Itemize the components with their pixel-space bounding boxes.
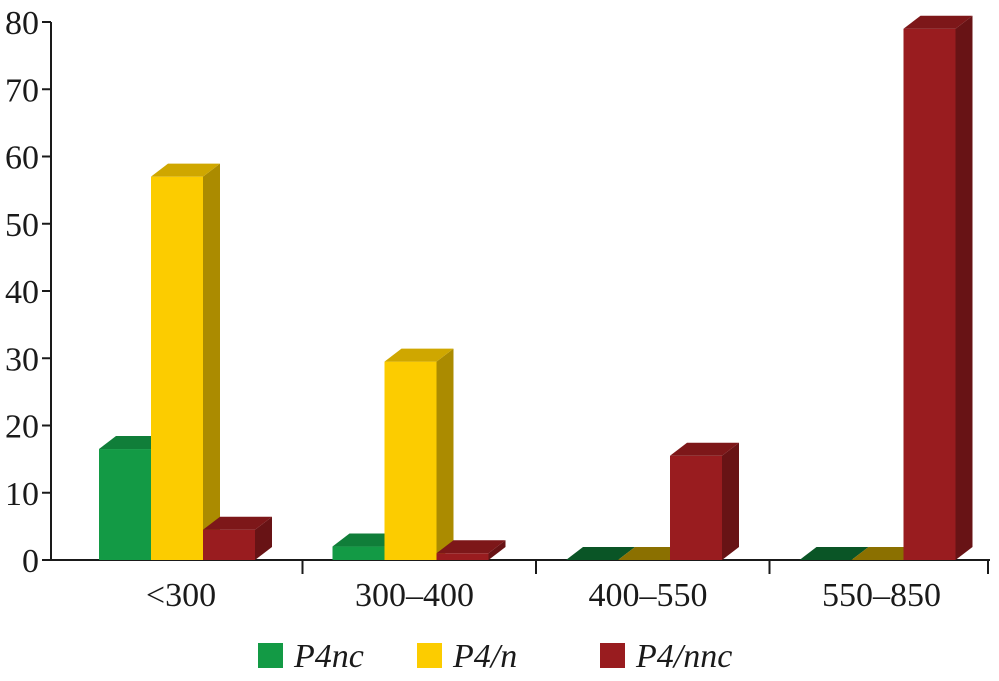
bar-top-face bbox=[99, 436, 168, 450]
bar bbox=[436, 540, 506, 560]
bar-front-face bbox=[670, 455, 722, 560]
x-axis: <300 300–400 400–550 550–850 bbox=[51, 559, 990, 614]
bar-side-face bbox=[436, 348, 454, 560]
bar-side-face bbox=[722, 442, 739, 560]
bar-top-face bbox=[903, 15, 973, 29]
bar bbox=[203, 516, 272, 560]
y-tick-label: 50 bbox=[5, 207, 39, 244]
legend-item: P4/n bbox=[417, 638, 517, 675]
bar bbox=[151, 163, 220, 561]
bar bbox=[618, 547, 687, 560]
bar-top-face bbox=[384, 348, 454, 362]
bar bbox=[566, 547, 635, 560]
bar-top-face bbox=[151, 163, 220, 177]
legend: P4nc P4/n P4/nnc bbox=[258, 638, 732, 675]
bar bbox=[903, 15, 973, 561]
bar-front-face bbox=[332, 546, 385, 560]
bar-side-face bbox=[488, 540, 506, 560]
legend-swatch bbox=[417, 643, 442, 668]
bar-top-face bbox=[670, 442, 739, 456]
legend-swatch bbox=[258, 643, 283, 668]
legend-item: P4/nnc bbox=[600, 638, 732, 675]
y-tick-label: 70 bbox=[5, 72, 39, 109]
bar-top-face bbox=[436, 540, 506, 554]
bar-top-face bbox=[203, 516, 272, 530]
bar-front-face bbox=[903, 28, 956, 561]
legend-swatch bbox=[600, 643, 625, 668]
y-tick-label: 0 bbox=[22, 543, 39, 580]
legend-label: P4nc bbox=[293, 638, 364, 675]
y-tick-label: 40 bbox=[5, 274, 39, 311]
legend-label: P4/nnc bbox=[635, 638, 732, 675]
x-category-label: 400–550 bbox=[589, 577, 708, 614]
bar-front-face bbox=[203, 529, 255, 560]
bar-top-face bbox=[851, 547, 921, 560]
bar-front-face bbox=[436, 553, 489, 560]
x-category-label: <300 bbox=[146, 577, 216, 614]
bar bbox=[670, 442, 739, 560]
bar bbox=[799, 547, 869, 560]
bar-front-face bbox=[99, 449, 151, 560]
legend-item: P4nc bbox=[258, 638, 364, 675]
legend-label: P4/n bbox=[452, 638, 517, 675]
bar bbox=[851, 547, 921, 560]
y-tick-label: 60 bbox=[5, 140, 39, 177]
bar bbox=[384, 348, 454, 560]
x-category-label: 550–850 bbox=[822, 577, 941, 614]
bar-front-face bbox=[151, 176, 203, 561]
bar-top-face bbox=[332, 533, 402, 547]
bar-top-face bbox=[566, 547, 635, 560]
bars bbox=[99, 15, 973, 561]
bar-front-face bbox=[384, 361, 437, 560]
bar-top-face bbox=[799, 547, 869, 560]
y-tick-label: 80 bbox=[5, 5, 39, 42]
x-category-label: 300–400 bbox=[355, 577, 474, 614]
bar-top-face bbox=[618, 547, 687, 560]
bar-side-face bbox=[203, 163, 220, 561]
bar-side-face bbox=[955, 15, 973, 561]
y-axis: 0 10 20 30 40 50 60 70 80 bbox=[5, 5, 52, 580]
y-tick-label: 10 bbox=[5, 476, 39, 513]
y-tick-label: 30 bbox=[5, 341, 39, 378]
y-tick-label: 20 bbox=[5, 409, 39, 446]
bar-side-face bbox=[255, 516, 272, 560]
